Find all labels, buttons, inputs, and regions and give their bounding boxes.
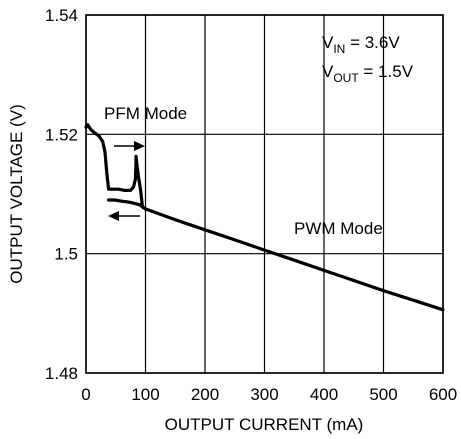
y-tick-label: 1.5 xyxy=(54,245,78,264)
y-tick-label: 1.52 xyxy=(45,125,78,144)
tick-labels: 0 100 200 300 400 500 600 1.48 1.5 1.52 1.54 xyxy=(45,6,457,404)
y-axis-title: OUTPUT VOLTAGE (V) xyxy=(7,104,26,283)
x-tick-label: 500 xyxy=(369,385,397,404)
x-axis-title: OUTPUT CURRENT (mA) xyxy=(165,415,364,434)
y-tick-label: 1.48 xyxy=(45,364,78,383)
vin-symbol: V xyxy=(322,33,334,52)
vin-subscript: IN xyxy=(333,42,345,56)
pwm-mode-label: PWM Mode xyxy=(294,219,383,238)
series-layer xyxy=(84,123,445,312)
vout-value: = 1.5V xyxy=(359,62,414,81)
x-tick-label: 200 xyxy=(191,385,219,404)
x-tick-label: 0 xyxy=(81,385,90,404)
pfm-mode-label: PFM Mode xyxy=(104,104,187,123)
series-line-1 xyxy=(84,123,445,312)
vout-symbol: V xyxy=(322,62,334,81)
vout-subscript: OUT xyxy=(333,71,359,85)
plot-frame xyxy=(85,14,444,374)
vout-annotation: VOUT = 1.5V xyxy=(322,62,414,85)
vin-value: = 3.6V xyxy=(345,33,400,52)
y-tick-label: 1.54 xyxy=(45,6,78,25)
right-arrow xyxy=(114,141,145,151)
series-line-2 xyxy=(107,198,148,211)
x-tick-label: 600 xyxy=(429,385,457,404)
vin-annotation: VIN = 3.6V xyxy=(322,33,400,56)
x-tick-label: 100 xyxy=(131,385,159,404)
x-tick-label: 400 xyxy=(310,385,338,404)
x-tick-label: 300 xyxy=(250,385,278,404)
left-arrow xyxy=(108,211,140,221)
